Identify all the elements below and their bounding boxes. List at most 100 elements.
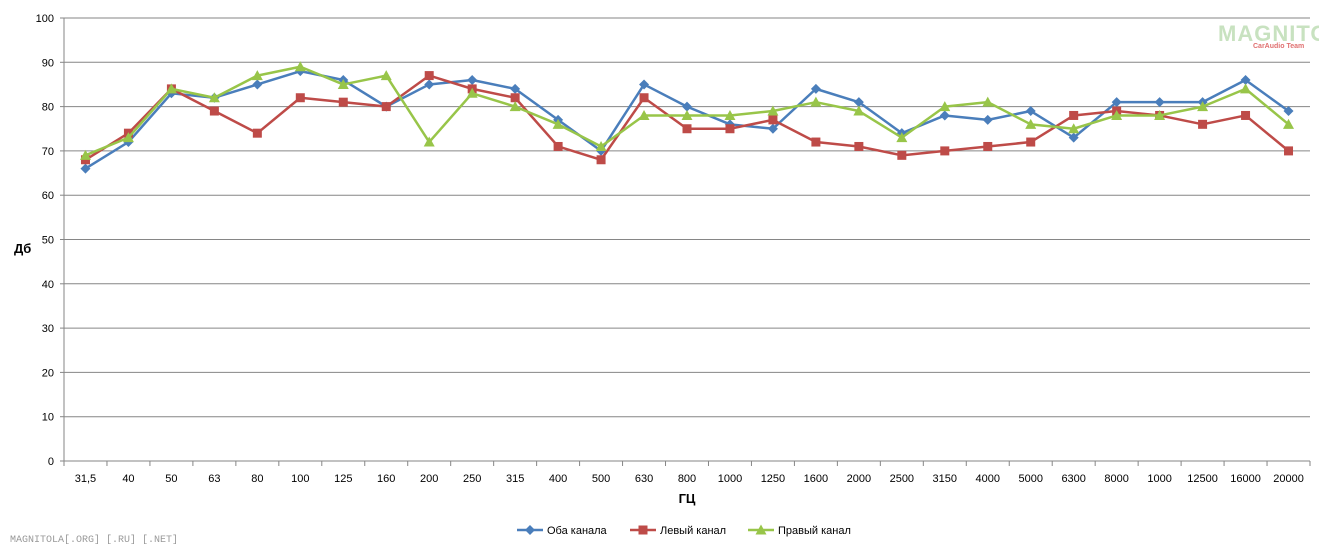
y-tick-label: 100: [36, 13, 54, 25]
data-point: [467, 75, 478, 86]
data-point: [854, 141, 864, 151]
data-point: [294, 61, 306, 72]
x-tick-label: 3150: [933, 473, 957, 485]
data-point: [1240, 75, 1251, 86]
data-point: [982, 96, 994, 107]
data-point: [1025, 118, 1037, 129]
x-tick-label: 125: [334, 473, 352, 485]
y-axis-label: Дб: [14, 241, 31, 256]
data-point: [251, 70, 263, 81]
data-point: [510, 83, 521, 94]
data-point: [724, 109, 736, 120]
data-point: [639, 79, 650, 90]
data-point: [80, 163, 91, 174]
data-point: [466, 87, 478, 98]
x-tick-label: 20000: [1273, 473, 1304, 485]
data-point: [1283, 106, 1294, 117]
x-tick-label: 8000: [1104, 473, 1128, 485]
x-tick-label: 2500: [890, 473, 914, 485]
watermark-logo-sub: CarAudio Team: [1253, 43, 1304, 50]
legend-label: Правый канал: [778, 525, 851, 537]
x-tick-label: 1600: [804, 473, 828, 485]
legend-label: Левый канал: [660, 525, 726, 537]
data-point: [252, 128, 262, 138]
x-tick-label: 4000: [976, 473, 1000, 485]
y-tick-label: 90: [42, 57, 54, 69]
x-tick-label: 16000: [1230, 473, 1261, 485]
x-tick-label: 160: [377, 473, 395, 485]
data-point: [1068, 123, 1080, 134]
data-point: [337, 78, 349, 89]
data-point: [381, 102, 391, 112]
data-point: [380, 70, 392, 81]
data-point: [853, 105, 865, 116]
series-group: [79, 61, 1295, 174]
data-point: [639, 93, 649, 103]
data-point: [940, 146, 950, 156]
x-tick-label: 5000: [1018, 473, 1042, 485]
x-tick-label: 40: [122, 473, 134, 485]
data-point: [552, 118, 564, 129]
y-tick-label: 60: [42, 190, 54, 202]
data-point: [681, 109, 693, 120]
x-tick-label: 200: [420, 473, 438, 485]
data-point: [1069, 110, 1079, 120]
x-tick-label: 63: [208, 473, 220, 485]
data-point: [896, 132, 908, 143]
legend-marker: [755, 524, 767, 535]
y-tick-label: 20: [42, 367, 54, 379]
data-point: [1111, 97, 1122, 108]
y-tick-label: 80: [42, 102, 54, 114]
x-tick-label: 80: [251, 473, 263, 485]
data-point: [424, 71, 434, 81]
y-tick-label: 10: [42, 412, 54, 424]
watermark-footer: MAGNITOLA[.ORG] [.RU] [.NET]: [10, 535, 179, 546]
y-tick-label: 30: [42, 323, 54, 335]
data-point: [295, 93, 305, 103]
data-point: [423, 136, 435, 147]
data-point: [209, 106, 219, 116]
y-tick-labels: 0 10 20 30 40 50 60 70 80 90 100: [36, 13, 54, 468]
data-point: [424, 79, 435, 90]
data-point: [810, 83, 821, 94]
data-point: [811, 137, 821, 147]
data-point: [1240, 83, 1252, 94]
data-point: [165, 83, 177, 94]
data-point: [897, 150, 907, 160]
x-tick-label: 400: [549, 473, 567, 485]
data-point: [810, 96, 822, 107]
y-tick-label: 70: [42, 146, 54, 158]
legend: Оба канала Левый канал Правый канал: [517, 524, 851, 537]
legend-label: Оба канала: [547, 525, 608, 537]
x-tick-label: 1000: [1147, 473, 1171, 485]
series-3: [79, 61, 1295, 160]
data-point: [553, 141, 563, 151]
data-point: [1026, 137, 1036, 147]
x-tick-label: 2000: [847, 473, 871, 485]
x-tick-label: 12500: [1187, 473, 1218, 485]
x-axis-label: ГЦ: [679, 491, 696, 506]
x-tick-label: 1000: [718, 473, 742, 485]
data-point: [1111, 109, 1123, 120]
data-point: [1283, 118, 1295, 129]
data-point: [767, 123, 778, 134]
data-point: [983, 141, 993, 151]
x-tick-label: 100: [291, 473, 309, 485]
data-point: [767, 105, 779, 116]
x-tick-label: 500: [592, 473, 610, 485]
data-point: [252, 79, 263, 90]
watermark-logo: MAGNITOLA CarAudio Team: [1218, 21, 1319, 50]
y-tick-label: 0: [48, 456, 54, 468]
data-point: [1241, 110, 1251, 120]
x-tick-labels: 31,5 40 50 63 80 100 125 160 200 250 315 400 500 630 8…: [75, 473, 1304, 485]
data-point: [122, 132, 134, 143]
grid-lines: [64, 17, 1310, 418]
data-point: [1154, 97, 1165, 108]
data-point: [725, 124, 735, 134]
legend-marker: [638, 525, 648, 535]
y-tick-label: 50: [42, 235, 54, 247]
data-point: [338, 97, 348, 107]
x-tick-label: 800: [678, 473, 696, 485]
data-point: [595, 140, 607, 151]
axes: [60, 17, 1311, 466]
